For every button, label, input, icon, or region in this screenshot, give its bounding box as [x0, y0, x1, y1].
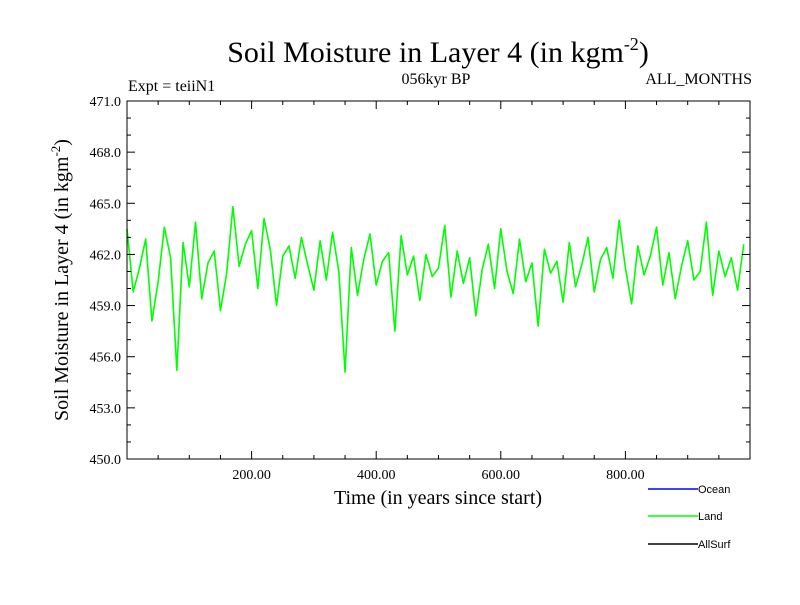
- x-tick-label: 800.00: [606, 468, 645, 483]
- chart-title-main: Soil Moisture in Layer 4 (in kgm: [227, 36, 624, 69]
- x-tick-label: 600.00: [482, 468, 521, 483]
- chart-title: Soil Moisture in Layer 4 (in kgm-2): [227, 34, 649, 69]
- y-tick-label: 462.0: [90, 248, 122, 263]
- subtitle-right: ALL_MONTHS: [645, 71, 752, 88]
- subtitle-center: 056kyr BP: [402, 71, 471, 88]
- legend: Ocean Land AllSurf: [648, 484, 731, 551]
- x-axis-label: Time (in years since start): [334, 487, 542, 509]
- y-tick-label: 453.0: [90, 402, 122, 417]
- axes-layer: 450.0 453.0 456.0 459.0 462.0 465.0 468.0 471.0…: [90, 95, 750, 483]
- chart-title-sup: -2: [624, 34, 639, 54]
- y-tick-label: 468.0: [90, 146, 122, 161]
- y-axis-label: Soil Moisture in Layer 4 (in kgm-2): [48, 139, 73, 421]
- chart-title-close: ): [639, 36, 649, 69]
- y-tick-label: 471.0: [90, 95, 122, 110]
- plot-frame: [126, 100, 751, 460]
- y-axis-label-sup: -2: [48, 146, 63, 157]
- legend-label-ocean: Ocean: [698, 484, 730, 496]
- legend-label-land: Land: [698, 511, 722, 523]
- y-tick-label: 459.0: [90, 300, 122, 315]
- legend-label-allsurf: AllSurf: [698, 539, 731, 551]
- x-tick-label: 400.00: [357, 468, 396, 483]
- x-tick-label: 200.00: [232, 468, 271, 483]
- y-tick-label: 456.0: [90, 351, 122, 366]
- series-layer: [126, 205, 745, 373]
- subtitle-left: Expt = teiiN1: [128, 78, 215, 95]
- y-tick-label: 450.0: [90, 453, 122, 468]
- y-axis-label-main: Soil Moisture in Layer 4 (in kgm: [51, 156, 73, 421]
- y-tick-label: 465.0: [90, 197, 122, 212]
- series-line-land: [126, 205, 745, 373]
- y-axis-label-close: ): [51, 139, 73, 146]
